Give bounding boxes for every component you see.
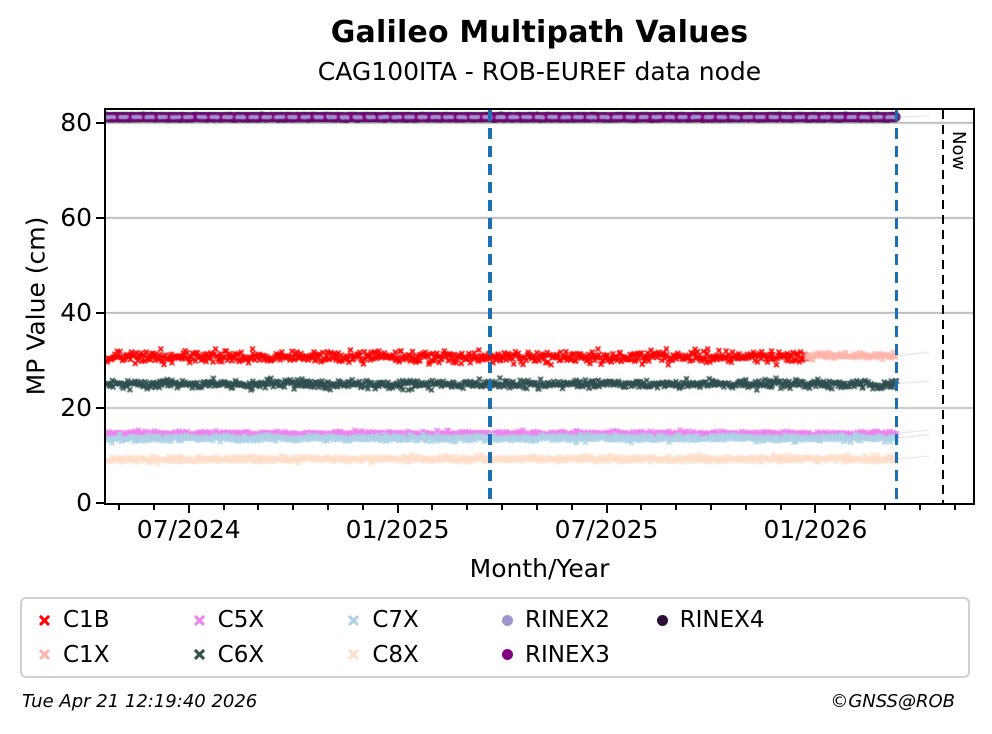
now-annotation: Now <box>947 131 969 171</box>
x-minor-tick <box>152 505 155 510</box>
x-minor-tick <box>953 505 956 510</box>
x-minor-tick <box>849 505 852 510</box>
x-minor-tick <box>501 505 504 510</box>
legend-label: C5X <box>217 607 265 634</box>
x-tick-label: 01/2025 <box>345 515 450 544</box>
x-minor-tick <box>466 505 469 510</box>
x-minor-tick <box>779 505 782 510</box>
x-minor-tick <box>257 505 260 510</box>
x-marker-icon <box>347 614 360 627</box>
x-minor-tick <box>535 505 538 510</box>
legend-item-c5x: C5X <box>193 607 348 633</box>
x-minor-tick <box>222 505 225 510</box>
legend-item-rinex3: RINEX3 <box>502 642 657 668</box>
dot-marker-icon <box>502 614 513 626</box>
legend-label: C8X <box>372 641 419 668</box>
x-minor-tick <box>431 505 434 510</box>
x-tick-label: 07/2025 <box>554 515 659 544</box>
x-minor-tick <box>675 505 678 510</box>
legend-label: C7X <box>372 607 419 634</box>
legend-label: RINEX4 <box>679 607 765 634</box>
x-minor-tick <box>709 505 712 510</box>
scatter-canvas <box>106 110 973 503</box>
x-tick-label: 07/2024 <box>136 515 241 544</box>
legend-item-c1x: C1X <box>38 642 193 668</box>
x-marker-icon <box>193 614 206 627</box>
y-tick-label: 60 <box>60 202 92 232</box>
y-tick <box>96 216 104 219</box>
x-minor-tick <box>744 505 747 510</box>
legend-label: C1B <box>63 607 110 634</box>
y-tick-label: 80 <box>60 107 92 137</box>
legend: C1B C1X C5X C6X C7X C8X RINEX2 RINEX3 RINEX4 <box>20 597 970 678</box>
y-tick-label: 20 <box>60 392 92 422</box>
chart-title: Galileo Multipath Values <box>330 15 749 50</box>
x-marker-icon <box>38 614 51 627</box>
legend-item-c8x: C8X <box>347 642 502 668</box>
x-major-tick <box>187 505 190 513</box>
y-tick <box>96 406 104 409</box>
x-axis-label: Month/Year <box>469 554 610 583</box>
x-major-tick <box>814 505 817 513</box>
x-marker-icon <box>38 648 51 661</box>
legend-label: RINEX2 <box>525 607 610 634</box>
x-major-tick <box>605 505 608 513</box>
x-minor-tick <box>570 505 573 510</box>
x-minor-tick <box>640 505 643 510</box>
x-minor-tick <box>361 505 364 510</box>
x-minor-tick <box>884 505 887 510</box>
now-line <box>941 110 944 503</box>
legend-item-c1b: C1B <box>38 607 193 633</box>
legend-item-c7x: C7X <box>347 607 502 633</box>
legend-label: RINEX3 <box>525 641 610 668</box>
legend-item-c6x: C6X <box>193 642 348 668</box>
y-tick <box>96 121 104 124</box>
dot-marker-icon <box>656 614 668 626</box>
legend-item-rinex4: RINEX4 <box>656 607 812 634</box>
legend-label: C1X <box>63 641 110 668</box>
x-minor-tick <box>918 505 921 510</box>
y-tick-label: 40 <box>60 297 92 327</box>
x-minor-tick <box>326 505 329 510</box>
y-tick <box>96 311 104 314</box>
timestamp-text: Tue Apr 21 12:19:40 2026 <box>22 691 258 712</box>
x-major-tick <box>396 505 399 513</box>
x-minor-tick <box>118 505 121 510</box>
x-marker-icon <box>193 648 206 661</box>
chart-subtitle: CAG100ITA - ROB-EUREF data node <box>317 57 762 86</box>
range-marker-line-1 <box>488 110 492 503</box>
credit-text: ©GNSS@ROB <box>830 691 955 712</box>
x-marker-icon <box>347 648 360 661</box>
x-minor-tick <box>292 505 295 510</box>
range-marker-line-2 <box>894 110 899 503</box>
y-tick <box>96 502 104 504</box>
dot-marker-icon <box>502 649 513 661</box>
legend-label: C6X <box>217 641 265 668</box>
y-tick-label: 0 <box>76 488 92 517</box>
x-tick-label: 01/2026 <box>763 515 868 544</box>
plot-area: Now <box>104 108 975 505</box>
legend-item-rinex2: RINEX2 <box>502 607 657 633</box>
